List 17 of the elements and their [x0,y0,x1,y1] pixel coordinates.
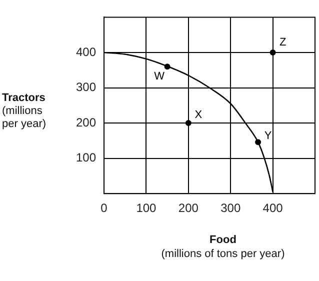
y-tick-label: 300 [76,80,96,94]
annotation: W [154,70,166,83]
x-tick-label: 400 [262,201,284,216]
annotation: Z [279,36,286,49]
y-tick-label: 100 [76,150,96,165]
y-tick-label: 400 [76,44,96,59]
x-tick-label: 200 [178,201,199,216]
x-tick-label: 100 [136,201,157,216]
y-tick-label: 200 [76,115,96,130]
y-axis-title: Tractors (millions per year) [2,92,46,131]
x-tick-label: 0 [100,201,108,216]
point [185,120,192,126]
x-tick-label: 300 [220,201,241,216]
point [270,49,276,56]
x-axis-title: Food (millions of tons per year) [160,233,286,261]
annotation: Y [264,130,272,142]
annotation: X [194,109,203,122]
